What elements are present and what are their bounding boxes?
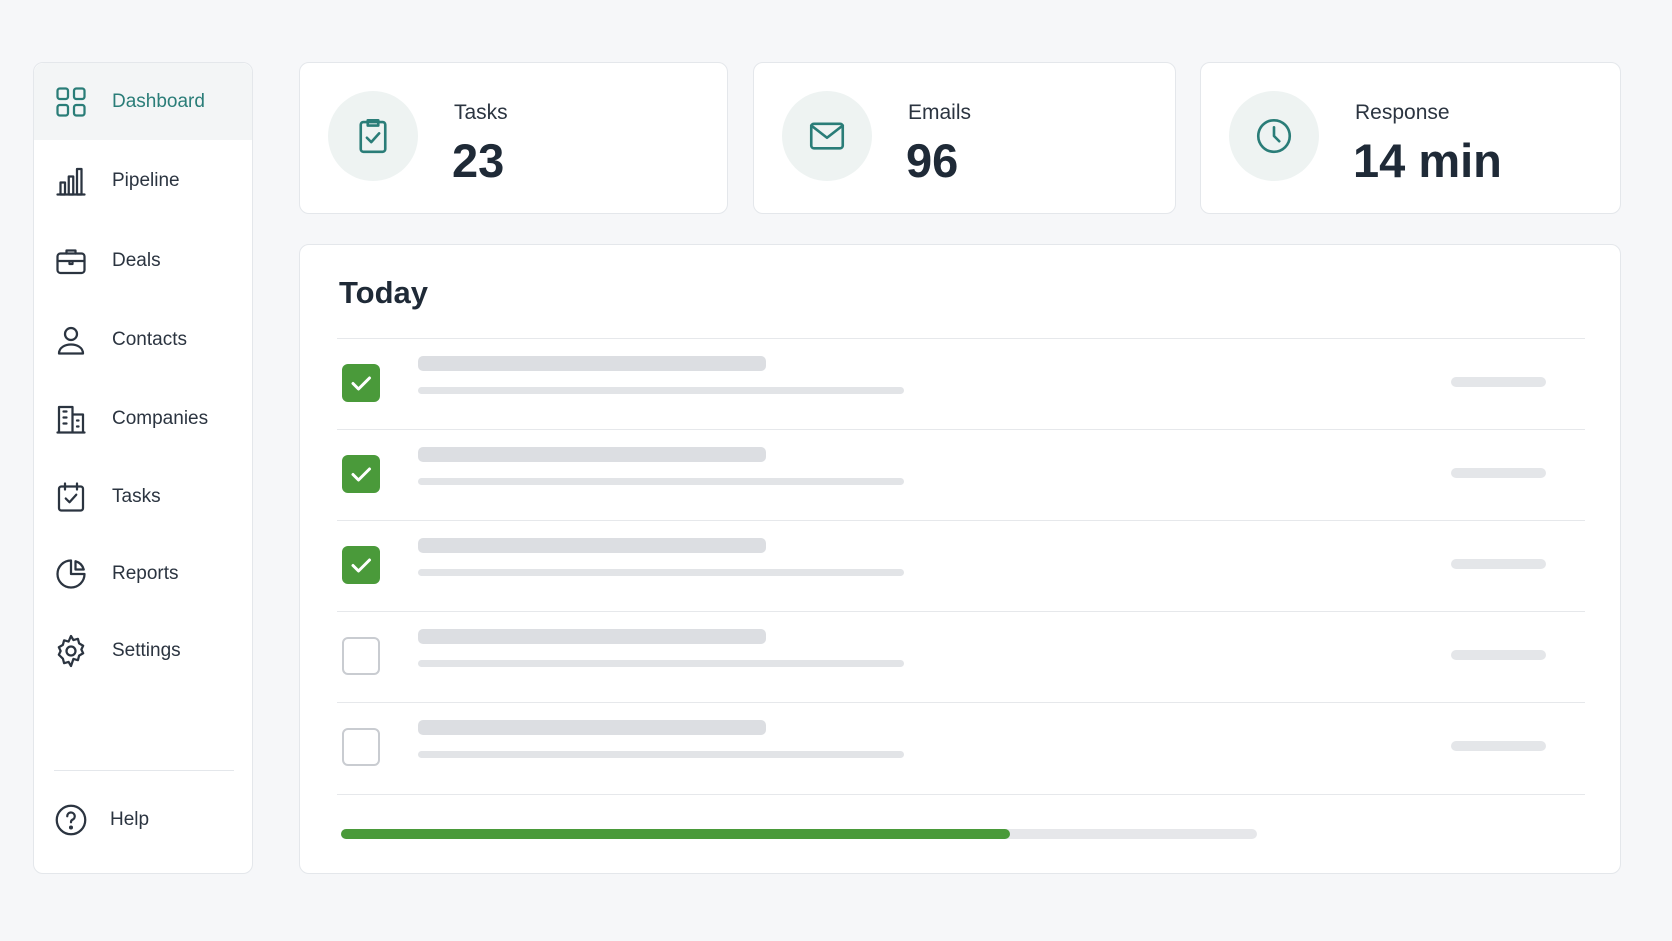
row-divider <box>337 338 1585 339</box>
nav-item[interactable]: Dashboard <box>112 91 205 112</box>
nav-icon <box>53 633 89 669</box>
stat-label: Emails <box>908 101 972 124</box>
checkbox[interactable] <box>342 637 380 675</box>
stat-icon <box>1229 91 1319 181</box>
skeleton-meta <box>1451 377 1546 387</box>
nav-item[interactable]: Reports <box>112 563 179 584</box>
stat-label: Tasks <box>454 101 508 124</box>
row-divider <box>337 520 1585 521</box>
skeleton-title <box>418 538 766 553</box>
checkbox[interactable] <box>342 455 380 493</box>
progress-track <box>341 829 1257 839</box>
today-title: Today <box>339 275 428 310</box>
progress-fill <box>341 829 1010 839</box>
stat-card: Tasks 23 <box>299 62 728 214</box>
row-divider <box>337 611 1585 612</box>
skeleton-sub <box>418 751 904 758</box>
checkbox[interactable] <box>342 546 380 584</box>
skeleton-title <box>418 720 766 735</box>
skeleton-meta <box>1451 468 1546 478</box>
checkbox[interactable] <box>342 364 380 402</box>
sidebar: Dashboard Pipeline Deals Contacts Companies T… <box>33 62 253 874</box>
skeleton-sub <box>418 478 904 485</box>
stat-card: Response 14 min <box>1200 62 1621 214</box>
stat-icon <box>782 91 872 181</box>
nav-item[interactable]: Companies <box>112 408 209 429</box>
nav-item[interactable]: Tasks <box>112 486 161 507</box>
nav-icon <box>53 163 89 199</box>
help-link[interactable]: Help <box>110 809 150 830</box>
nav-icon <box>53 243 89 279</box>
skeleton-meta <box>1451 650 1546 660</box>
row-divider <box>337 429 1585 430</box>
nav-icon <box>53 322 89 358</box>
nav-icon <box>53 556 89 592</box>
nav-icon <box>53 479 89 515</box>
row-divider <box>337 702 1585 703</box>
stat-value: 14 min <box>1353 134 1502 187</box>
stat-card: Emails 96 <box>753 62 1176 214</box>
help-icon <box>53 802 89 838</box>
skeleton-title <box>418 447 766 462</box>
nav-icon <box>53 401 89 437</box>
nav-item[interactable]: Settings <box>112 640 181 661</box>
active-bg <box>34 63 252 140</box>
stat-label: Response <box>1355 101 1450 124</box>
stat-value: 23 <box>452 134 505 187</box>
stat-value: 96 <box>906 134 959 187</box>
skeleton-sub <box>418 569 904 576</box>
skeleton-meta <box>1451 741 1546 751</box>
skeleton-title <box>418 356 766 371</box>
nav-item[interactable]: Pipeline <box>112 170 180 191</box>
nav-icon <box>53 84 89 120</box>
skeleton-title <box>418 629 766 644</box>
stat-icon <box>328 91 418 181</box>
skeleton-sub <box>418 660 904 667</box>
skeleton-sub <box>418 387 904 394</box>
skeleton-meta <box>1451 559 1546 569</box>
nav-item[interactable]: Contacts <box>112 329 187 350</box>
checkbox[interactable] <box>342 728 380 766</box>
divider <box>54 770 234 771</box>
nav-item[interactable]: Deals <box>112 250 161 271</box>
today-card: Today <box>299 244 1621 874</box>
row-divider <box>337 794 1585 795</box>
